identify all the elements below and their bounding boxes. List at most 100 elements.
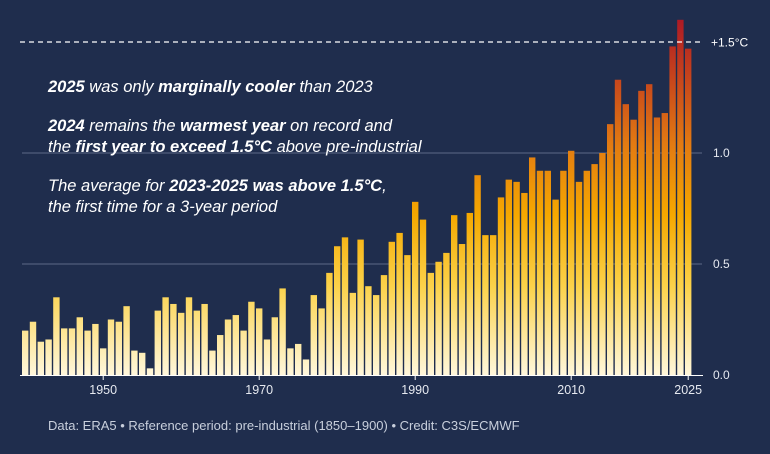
annotation-run: above pre-industrial — [271, 138, 422, 156]
annotation-first-year-exceed: the first year to exceed 1.5°C above pre… — [48, 137, 421, 158]
annotation-run: warmest year — [180, 117, 286, 135]
bar-2013 — [591, 164, 598, 375]
bar-1959 — [170, 303, 177, 375]
bar-1993 — [435, 261, 442, 375]
bar-2021 — [653, 117, 661, 375]
bar-1987 — [388, 241, 395, 375]
bar-1971 — [263, 339, 271, 375]
bar-2019 — [638, 90, 645, 375]
bar-1948 — [84, 330, 91, 375]
bar-1949 — [92, 323, 99, 375]
bar-1960 — [178, 312, 185, 375]
bar-1999 — [482, 235, 489, 375]
bar-1944 — [53, 297, 60, 375]
bar-2018 — [630, 119, 637, 375]
bar-1975 — [295, 343, 302, 375]
bar-1976 — [302, 359, 310, 375]
bar-1998 — [474, 175, 481, 375]
bar-1990 — [412, 201, 419, 375]
bar-1954 — [131, 350, 138, 375]
bar-1966 — [224, 319, 232, 375]
bar-2000 — [490, 235, 497, 375]
annotation-first-time-period: the first time for a 3-year period — [48, 197, 277, 218]
bar-2015 — [607, 124, 614, 375]
y-tick-label: 0.0 — [713, 368, 730, 382]
bar-1991 — [419, 219, 427, 375]
bar-1953 — [123, 306, 130, 375]
x-tick-label: 1990 — [401, 383, 429, 397]
bar-2017 — [622, 104, 629, 375]
axes: 0.0 0.5 1.0 1950 1970 1990 2010 2025 — [20, 146, 730, 397]
bar-1958 — [162, 297, 169, 375]
bar-1996 — [458, 244, 466, 375]
bar-1972 — [271, 317, 278, 375]
x-tick-label: 1970 — [245, 383, 273, 397]
bar-1986 — [380, 275, 388, 375]
annotation-3yr-average: The average for 2023-2025 was above 1.5°… — [48, 176, 387, 197]
bar-1970 — [256, 308, 263, 375]
x-tick-label: 2025 — [674, 383, 702, 397]
bars — [22, 19, 692, 376]
bar-2016 — [614, 79, 622, 376]
x-tick-label: 2010 — [557, 383, 585, 397]
bar-1946 — [68, 328, 76, 375]
annotation-run: than 2023 — [294, 78, 373, 96]
bar-1977 — [310, 295, 317, 375]
annotation-run: first year to exceed 1.5°C — [75, 138, 272, 156]
annotation-run: was only — [84, 78, 159, 96]
threshold-line: +1.5°C — [20, 36, 748, 50]
annotation-run: on record and — [285, 117, 392, 135]
annotation-2025-cooler: 2025 was only marginally cooler than 202… — [48, 77, 373, 98]
bar-1945 — [61, 328, 68, 375]
bar-1957 — [154, 310, 161, 375]
credit-line: Data: ERA5 • Reference period: pre-indus… — [48, 418, 520, 433]
x-tick-label: 1950 — [89, 383, 117, 397]
bar-1955 — [139, 352, 146, 375]
bar-1964 — [209, 350, 216, 375]
annotation-run: marginally cooler — [158, 78, 295, 96]
bar-1943 — [45, 339, 52, 375]
annotation-run: 2023-2025 was — [169, 177, 284, 195]
bar-1973 — [279, 288, 286, 375]
bar-1969 — [248, 301, 255, 375]
bar-1947 — [76, 317, 83, 375]
bar-1940 — [22, 330, 29, 375]
bar-1961 — [185, 297, 193, 375]
bar-1997 — [466, 212, 473, 375]
annotation-run: remains the — [84, 117, 181, 135]
bar-1942 — [37, 341, 44, 375]
bar-1979 — [326, 272, 333, 375]
bar-1967 — [232, 315, 239, 375]
bar-2005 — [529, 157, 536, 375]
bar-1963 — [201, 303, 208, 375]
bar-1989 — [404, 255, 411, 375]
annotation-run: The average for — [48, 177, 170, 195]
bar-1968 — [240, 330, 247, 375]
bar-2002 — [505, 179, 512, 375]
bar-1984 — [365, 286, 372, 375]
bar-1965 — [217, 335, 224, 375]
bar-1951 — [107, 319, 115, 375]
bar-1983 — [357, 239, 364, 375]
bar-2014 — [599, 153, 606, 375]
bar-2003 — [513, 181, 520, 375]
bar-1995 — [451, 215, 458, 375]
bar-1994 — [443, 252, 450, 375]
annotation-2024-warmest: 2024 remains the warmest year on record … — [48, 116, 392, 137]
bar-1978 — [318, 308, 325, 375]
bar-2009 — [560, 170, 567, 375]
annotation-run: the first time for a 3-year period — [48, 198, 278, 216]
bar-1950 — [100, 348, 107, 375]
bar-2022 — [661, 113, 668, 375]
bar-1980 — [334, 246, 341, 375]
bar-2023 — [669, 46, 676, 375]
annotation-run: above 1.5°C — [288, 177, 383, 195]
annotation-run: the — [48, 138, 76, 156]
bar-2006 — [536, 170, 544, 375]
bar-1952 — [115, 321, 122, 375]
bar-2004 — [521, 192, 528, 375]
bar-1985 — [373, 295, 380, 375]
threshold-label: +1.5°C — [711, 36, 748, 50]
